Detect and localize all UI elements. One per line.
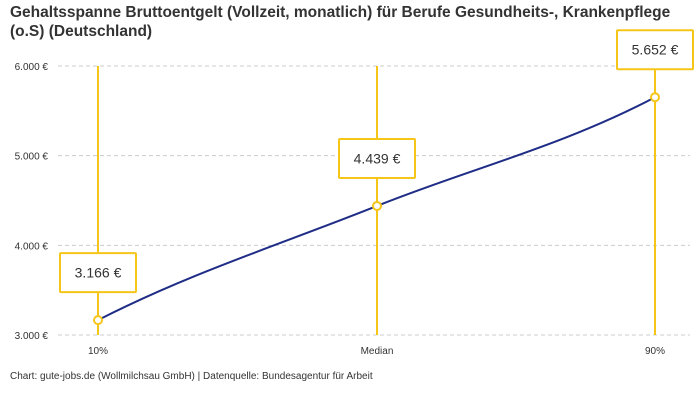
y-tick-label: 4.000 € (15, 241, 49, 252)
x-axis-ticks: 10% Median 90% (88, 346, 665, 357)
x-tick-label: Median (361, 346, 394, 357)
value-label: 5.652 € (616, 29, 694, 71)
value-labels: 3.166 € 4.439 € 5.652 € (59, 29, 694, 294)
data-point (93, 315, 103, 326)
y-tick-label: 3.000 € (15, 331, 49, 342)
x-tick-label: 10% (88, 346, 108, 357)
value-label: 3.166 € (59, 252, 137, 294)
value-label-box (616, 29, 694, 71)
value-label: 4.439 € (338, 137, 416, 179)
value-label-box (338, 137, 416, 179)
value-label-box (59, 252, 137, 294)
y-tick-label: 6.000 € (15, 62, 49, 73)
value-label-text: 4.439 € (354, 150, 401, 166)
chart-source: Chart: gute-jobs.de (Wollmilchsau GmbH) … (10, 371, 373, 382)
data-points (93, 92, 660, 326)
category-lines (97, 66, 656, 335)
x-tick-label: 90% (645, 346, 665, 357)
y-tick-label: 5.000 € (15, 152, 49, 163)
y-axis-ticks: 3.000 € 4.000 € 5.000 € 6.000 € (15, 62, 49, 342)
value-label-text: 3.166 € (75, 265, 122, 281)
chart-title: Gehaltsspanne Bruttoentgelt (Vollzeit, m… (10, 4, 671, 40)
data-point (650, 92, 660, 103)
data-point (372, 200, 382, 211)
value-label-text: 5.652 € (632, 42, 679, 58)
